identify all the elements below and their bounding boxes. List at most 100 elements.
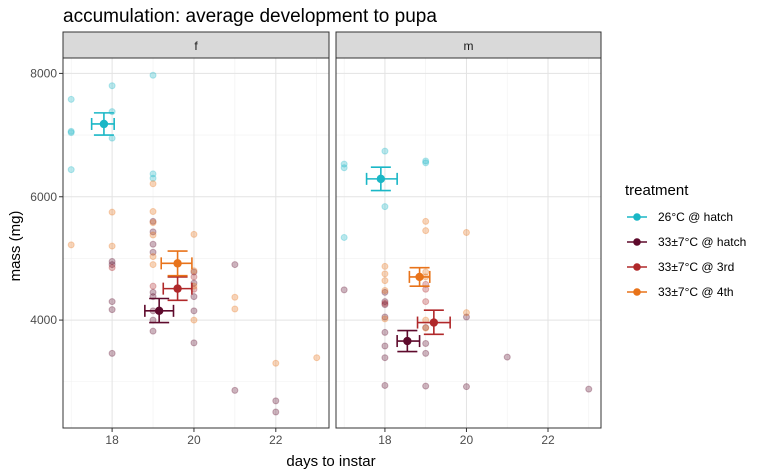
data-point [462,313,470,321]
data-point [422,285,430,293]
data-point [422,159,430,167]
data-point [190,230,198,238]
facet-strip-label: m [464,39,474,53]
data-point [149,217,157,225]
data-point [272,359,280,367]
data-point [462,383,470,391]
data-point [108,208,116,216]
data-point [231,386,239,394]
data-point [313,354,321,362]
data-point [381,298,389,306]
data-point [422,349,430,357]
mean-point [415,272,424,282]
data-point [422,323,430,331]
data-point [381,277,389,285]
mean-point [429,318,439,327]
data-point [340,160,348,168]
data-point [108,108,116,116]
facet-panel-f: f 18 20 22 4000 6000 8000 [30,31,330,447]
data-point [149,208,157,216]
mean-point [173,284,182,293]
data-point [381,381,389,389]
data-point [272,397,280,405]
panel-border [335,57,602,429]
data-point [149,327,157,335]
data-point [67,129,75,137]
data-point [149,240,157,248]
data-point [108,306,116,314]
data-point [381,342,389,350]
data-point [149,180,157,188]
data-point [422,217,430,225]
data-point [67,95,75,103]
x-tick-label: 22 [269,433,283,447]
data-point [108,242,116,250]
x-tick-label: 20 [187,433,201,447]
data-point [67,127,75,135]
data-point [381,288,389,296]
data-point [231,293,239,301]
data-point [108,261,116,269]
data-point [67,241,75,249]
data-point [381,203,389,211]
data-point [190,307,198,315]
mean-point [99,119,109,129]
data-point [190,273,198,281]
legend-title: treatment [625,182,689,199]
data-point [422,340,430,348]
facet-panel-m: m 18 20 22 [335,31,602,447]
data-point [149,288,157,296]
data-point [381,315,389,323]
x-tick-label: 18 [378,433,392,447]
data-point [340,286,348,294]
chart-title: accumulation: average development to pup… [63,6,437,27]
data-point [381,262,389,270]
mean-point [173,259,182,268]
data-point [149,170,157,178]
y-tick-label: 6000 [30,190,57,204]
data-point [381,328,389,336]
data-point [108,349,116,357]
x-axis-title: days to instar [286,453,375,470]
data-point [231,261,239,269]
data-point [381,354,389,362]
legend-key-marker [633,263,641,271]
data-point [231,305,239,313]
data-point [272,408,280,416]
data-point [503,353,511,361]
data-point [422,227,430,235]
data-point [108,264,116,272]
x-tick-label: 18 [105,433,119,447]
data-point [108,298,116,306]
data-point [381,286,389,294]
data-point [149,253,157,261]
mean-point [403,336,412,346]
legend: treatment 26°C @ hatch 33±7°C @ hatch 33±7°… [625,182,746,299]
data-point [149,231,157,239]
legend-label: 33±7°C @ hatch [658,235,746,249]
data-point [422,324,430,332]
data-point [190,268,198,276]
data-point [422,268,430,276]
data-point [149,174,157,182]
y-tick-label: 8000 [30,66,57,80]
data-point [149,248,157,256]
legend-label: 33±7°C @ 4th [658,285,734,299]
data-point [190,316,198,324]
x-tick-label: 20 [460,433,474,447]
data-point [190,339,198,347]
data-point [585,385,593,393]
x-tick-label: 22 [541,433,555,447]
panel-border [62,57,330,429]
legend-label: 33±7°C @ 3rd [658,260,734,274]
data-point [108,134,116,142]
data-point [108,82,116,90]
legend-key-marker [633,288,641,296]
y-tick-label: 4000 [30,313,57,327]
y-axis-title: mass (mg) [7,211,24,282]
data-point [108,258,116,265]
data-point [422,382,430,390]
data-point [462,229,470,237]
facet-panels: f 18 20 22 4000 6000 8000 m 18 20 22 [30,31,602,447]
